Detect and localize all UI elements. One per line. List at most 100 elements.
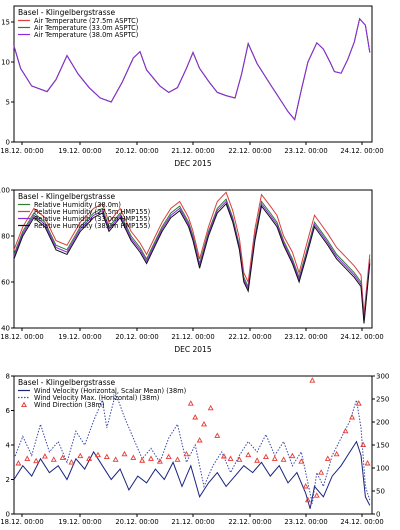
y-tick-label: 6 <box>6 407 11 415</box>
series-line <box>13 198 371 319</box>
wind-direction-marker <box>227 455 234 461</box>
legend-marker <box>21 401 27 408</box>
x-tick-label: 21.12. 00:00 <box>171 147 214 155</box>
wind-direction-marker <box>333 450 340 457</box>
y-tick-label: 8 <box>6 373 10 381</box>
wind-direction-marker <box>121 450 128 457</box>
wind-direction-marker <box>103 453 110 460</box>
wind-direction-marker <box>68 459 75 465</box>
y-right-tick-label: 150 <box>376 442 389 450</box>
x-axis-label: DEC 2015 <box>174 345 211 354</box>
wind-direction-marker <box>302 483 309 489</box>
y-tick-label: 100 <box>0 187 10 195</box>
x-axis-label: DEC 2015 <box>174 159 211 168</box>
chart-title-1: Basel - Klingelbergstrasse <box>18 8 116 17</box>
wind-direction-marker <box>349 414 356 420</box>
wind-direction-marker <box>236 456 243 462</box>
wind-direction-marker <box>313 492 320 498</box>
plot-frame-2 <box>13 189 373 329</box>
wind-direction-marker <box>280 456 287 462</box>
legend-entry: Air Temperature (33.0m ASPTC) <box>34 24 138 32</box>
wind-direction-marker <box>192 414 199 420</box>
y-tick-label: 80 <box>1 233 10 241</box>
wind-direction-marker <box>245 451 252 458</box>
y-tick-label: 0 <box>6 511 10 519</box>
legend-entry: Relative Humidity (38.0m HMP155) <box>34 222 150 230</box>
wind-direction-marker <box>77 452 84 459</box>
x-tick-label: 19.12. 00:00 <box>58 518 101 526</box>
x-tick-label: 20.12. 00:00 <box>115 147 158 155</box>
x-tick-label: 22.12. 00:00 <box>228 333 271 341</box>
series-line <box>13 17 371 121</box>
x-tick-label: 24.12. 00:00 <box>340 147 383 155</box>
x-tick-label: 23.12. 00:00 <box>284 333 327 341</box>
y-tick-label: 40 <box>1 325 10 333</box>
x-tick-label: 19.12. 00:00 <box>58 147 101 155</box>
series-line <box>13 391 371 504</box>
y-tick-label: 5 <box>6 99 10 107</box>
series-line <box>13 440 371 509</box>
wind-direction-marker <box>298 458 305 464</box>
chart-title-2: Basel - Klingelbergstrasse <box>18 192 116 201</box>
y-tick-label: 4 <box>6 442 11 450</box>
chart-title-3: Basel - Klingelbergstrasse <box>18 378 116 387</box>
plot-frame-1 <box>13 5 373 143</box>
legend-entry: Air Temperature (27.5m ASPTC) <box>34 17 138 25</box>
series-line <box>13 191 371 315</box>
series-line <box>13 202 371 324</box>
wind-direction-marker <box>86 455 93 461</box>
y-right-tick-label: 100 <box>376 465 389 473</box>
x-tick-label: 24.12. 00:00 <box>340 333 383 341</box>
y-right-tick-label: 50 <box>376 488 385 496</box>
wind-direction-marker <box>148 455 154 461</box>
y-tick-label: 60 <box>1 279 10 287</box>
wind-direction-marker <box>360 441 367 448</box>
wind-direction-marker <box>207 404 214 411</box>
wind-direction-marker <box>220 453 227 459</box>
wind-direction-marker <box>95 451 101 458</box>
wind-direction-marker <box>214 432 221 438</box>
wind-direction-marker <box>262 453 269 460</box>
legend-entry: Relative Humidity (33.0m HMP155) <box>34 215 150 223</box>
legend-entry: Wind Velocity (Horizontal, Scalar Mean) … <box>34 387 186 395</box>
wind-direction-marker <box>59 454 66 460</box>
wind-direction-marker <box>41 453 48 459</box>
wind-direction-marker <box>112 456 119 462</box>
wind-direction-marker <box>318 469 325 475</box>
wind-direction-marker <box>254 457 261 463</box>
wind-direction-marker <box>187 400 194 406</box>
x-tick-label: 22.12. 00:00 <box>228 147 271 155</box>
x-tick-label: 23.12. 00:00 <box>284 518 327 526</box>
x-tick-label: 20.12. 00:00 <box>115 333 158 341</box>
x-tick-label: 20.12. 00:00 <box>115 518 158 526</box>
y-right-tick-label: 200 <box>376 419 389 427</box>
wind-direction-marker <box>156 458 163 464</box>
y-tick-label: 15 <box>1 19 10 27</box>
wind-direction-marker <box>174 456 181 462</box>
wind-direction-marker <box>271 455 278 461</box>
y-tick-label: 0 <box>6 139 10 147</box>
x-tick-label: 21.12. 00:00 <box>171 333 214 341</box>
wind-direction-marker <box>165 453 172 460</box>
wind-direction-marker <box>50 456 57 462</box>
legend-entry: Relative Humidity (27.5m HMP155) <box>34 208 150 216</box>
x-tick-label: 18.12. 00:00 <box>0 518 43 526</box>
wind-direction-marker <box>309 377 316 383</box>
legend-entry: Wind Velocity Max. (Horizontal) (38m) <box>34 394 159 402</box>
wind-direction-marker <box>24 455 31 461</box>
y-tick-label: 2 <box>6 476 10 484</box>
y-right-tick-label: 250 <box>376 396 389 404</box>
wind-direction-marker <box>304 496 311 503</box>
wind-direction-marker <box>33 457 40 464</box>
series-line <box>13 200 371 322</box>
wind-direction-marker <box>342 427 349 434</box>
wind-direction-marker <box>196 437 203 443</box>
legend-entry: Relative Humidity (38.0m) <box>34 201 121 209</box>
wind-direction-marker <box>183 450 190 457</box>
wind-direction-marker <box>324 455 331 461</box>
wind-direction-marker <box>355 400 362 406</box>
wind-direction-marker <box>130 454 137 460</box>
x-tick-label: 22.12. 00:00 <box>228 518 271 526</box>
legend-entry: Air Temperature (38.0m ASPTC) <box>34 31 138 39</box>
wind-direction-marker <box>139 457 146 463</box>
